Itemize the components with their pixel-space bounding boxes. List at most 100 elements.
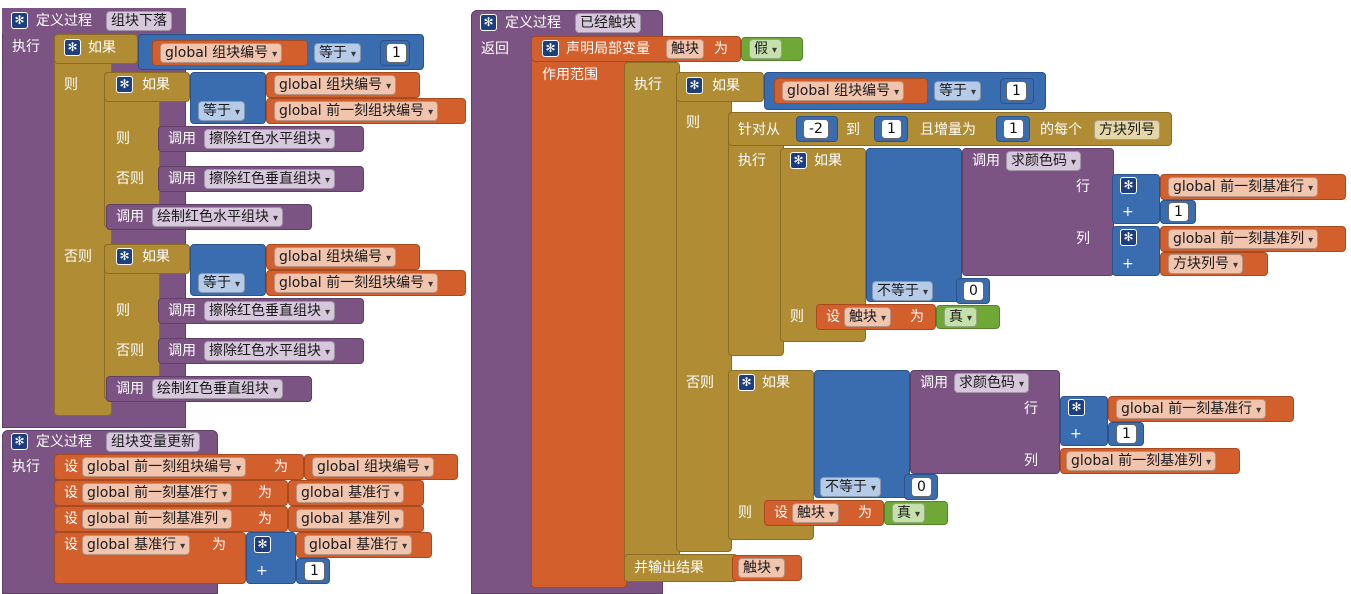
operator-dropdown[interactable]: 不等于 ▾: [820, 477, 882, 497]
local-variable-header: [531, 36, 741, 62]
number-field[interactable]: 1: [1006, 81, 1027, 101]
number-field[interactable]: 1: [1168, 202, 1189, 222]
if-else-block-outer[interactable]: [54, 34, 112, 416]
logic-dropdown[interactable]: 真 ▾: [892, 503, 926, 523]
number-field[interactable]: 1: [386, 43, 407, 63]
procedure-name-field[interactable]: 组块下落: [106, 11, 172, 31]
set-label: 设: [774, 505, 788, 521]
col-label: 列: [1076, 231, 1090, 247]
declare-label: 声明局部变量: [566, 41, 650, 57]
procedure-dropdown[interactable]: 擦除红色垂直组块 ▾: [204, 169, 336, 189]
variable-dropdown[interactable]: global 基准行 ▾: [296, 483, 405, 503]
def-label: 定义过程: [505, 15, 561, 31]
operator-dropdown[interactable]: 等于 ▾: [314, 43, 362, 63]
variable-dropdown[interactable]: global 组块编号 ▾: [274, 247, 397, 267]
gear-icon[interactable]: ✻: [790, 152, 807, 169]
do-result-block[interactable]: [624, 62, 680, 582]
procedure-name-field[interactable]: 组块变量更新: [106, 432, 200, 452]
gear-icon[interactable]: ✻: [116, 248, 133, 265]
variable-dropdown[interactable]: global 前一刻基准列 ▾: [1168, 229, 1319, 249]
number-field[interactable]: -2: [803, 119, 829, 139]
operator-dropdown[interactable]: 等于 ▾: [198, 273, 246, 293]
then-label: 则: [116, 303, 130, 319]
local-var-name-field[interactable]: 触块: [666, 39, 704, 59]
variable-dropdown[interactable]: global 基准列 ▾: [296, 509, 405, 529]
number-field[interactable]: 1: [1116, 424, 1137, 444]
local-variable-block[interactable]: [531, 36, 627, 588]
if-label: 如果: [762, 375, 790, 391]
number-field[interactable]: 0: [911, 477, 932, 497]
gear-icon[interactable]: ✻: [1120, 229, 1137, 246]
gear-icon[interactable]: ✻: [1068, 399, 1085, 416]
variable-dropdown[interactable]: 触块 ▾: [738, 558, 786, 578]
gear-icon[interactable]: ✻: [64, 39, 81, 56]
variable-dropdown[interactable]: 触块 ▾: [844, 307, 892, 327]
compare-block[interactable]: [814, 370, 910, 498]
return-label: 返回: [481, 41, 509, 57]
operator-dropdown[interactable]: 等于 ▾: [198, 101, 246, 121]
operator-dropdown[interactable]: 等于 ▾: [934, 81, 982, 101]
variable-dropdown[interactable]: global 组块编号 ▾: [160, 43, 283, 63]
variable-dropdown[interactable]: global 基准行 ▾: [82, 535, 191, 555]
gear-icon[interactable]: ✻: [1120, 177, 1137, 194]
plus-label: +: [1122, 256, 1134, 272]
loop-var-name-field[interactable]: 方块列号: [1094, 120, 1160, 140]
gear-icon[interactable]: ✻: [480, 14, 497, 31]
number-field[interactable]: 1: [881, 119, 902, 139]
each-label: 的每个: [1040, 122, 1082, 138]
variable-dropdown[interactable]: global 前一刻基准行 ▾: [1168, 177, 1319, 197]
def-label: 定义过程: [36, 434, 92, 450]
operator-dropdown[interactable]: 不等于 ▾: [872, 281, 934, 301]
do-label: 执行: [12, 39, 40, 55]
to-label: 为: [858, 505, 872, 521]
gear-icon[interactable]: ✻: [116, 76, 133, 93]
gear-icon[interactable]: ✻: [542, 40, 559, 57]
procedure-dropdown[interactable]: 求颜色码 ▾: [954, 373, 1030, 393]
gear-icon[interactable]: ✻: [11, 12, 28, 29]
logic-dropdown[interactable]: 真 ▾: [944, 307, 978, 327]
variable-dropdown[interactable]: global 前一刻组块编号 ▾: [274, 273, 439, 293]
scope-label: 作用范围: [542, 67, 598, 83]
gear-icon[interactable]: ✻: [686, 77, 703, 94]
variable-dropdown[interactable]: global 前一刻基准列 ▾: [1066, 451, 1217, 471]
gear-icon[interactable]: ✻: [11, 433, 28, 450]
procedure-dropdown[interactable]: 求颜色码 ▾: [1006, 151, 1082, 171]
for-range-block[interactable]: [728, 112, 784, 356]
variable-dropdown[interactable]: global 前一刻基准行 ▾: [1116, 399, 1267, 419]
gear-icon[interactable]: ✻: [738, 374, 755, 391]
col-label: 列: [1024, 453, 1038, 469]
procedure-dropdown[interactable]: 绘制红色水平组块 ▾: [152, 207, 284, 227]
compare-block[interactable]: [866, 148, 962, 302]
to-label: 为: [714, 41, 728, 57]
number-field[interactable]: 0: [963, 281, 984, 301]
plus-label: +: [256, 563, 268, 579]
plus-label: +: [1122, 204, 1134, 220]
variable-dropdown[interactable]: global 前一刻组块编号 ▾: [82, 457, 247, 477]
procedure-dropdown[interactable]: 绘制红色垂直组块 ▾: [152, 379, 284, 399]
if-else-block-outer[interactable]: [676, 72, 732, 552]
gear-icon[interactable]: ✻: [254, 536, 271, 553]
variable-dropdown[interactable]: 触块 ▾: [792, 503, 840, 523]
procedure-dropdown[interactable]: 擦除红色水平组块 ▾: [204, 341, 336, 361]
variable-dropdown[interactable]: global 组块编号 ▾: [274, 75, 397, 95]
variable-dropdown[interactable]: global 基准行 ▾: [304, 535, 413, 555]
set-label: 设: [826, 309, 840, 325]
procedure-dropdown[interactable]: 擦除红色垂直组块 ▾: [204, 301, 336, 321]
else-label: 否则: [64, 249, 92, 265]
procedure-name-field[interactable]: 已经触块: [575, 13, 641, 33]
to-label: 为: [212, 537, 226, 553]
number-field[interactable]: 1: [304, 561, 325, 581]
else-label: 否则: [116, 171, 144, 187]
variable-dropdown[interactable]: global 前一刻基准列 ▾: [82, 509, 233, 529]
variable-dropdown[interactable]: global 组块编号 ▾: [782, 81, 905, 101]
variable-dropdown[interactable]: global 前一刻组块编号 ▾: [274, 101, 439, 121]
if-label: 如果: [712, 78, 740, 94]
variable-dropdown[interactable]: 方块列号 ▾: [1168, 254, 1244, 274]
variable-dropdown[interactable]: global 组块编号 ▾: [312, 457, 435, 477]
row-label: 行: [1076, 179, 1090, 195]
to-label: 为: [910, 309, 924, 325]
number-field[interactable]: 1: [1003, 119, 1024, 139]
logic-dropdown[interactable]: 假 ▾: [749, 39, 783, 59]
variable-dropdown[interactable]: global 前一刻基准行 ▾: [82, 483, 233, 503]
procedure-dropdown[interactable]: 擦除红色水平组块 ▾: [204, 129, 336, 149]
